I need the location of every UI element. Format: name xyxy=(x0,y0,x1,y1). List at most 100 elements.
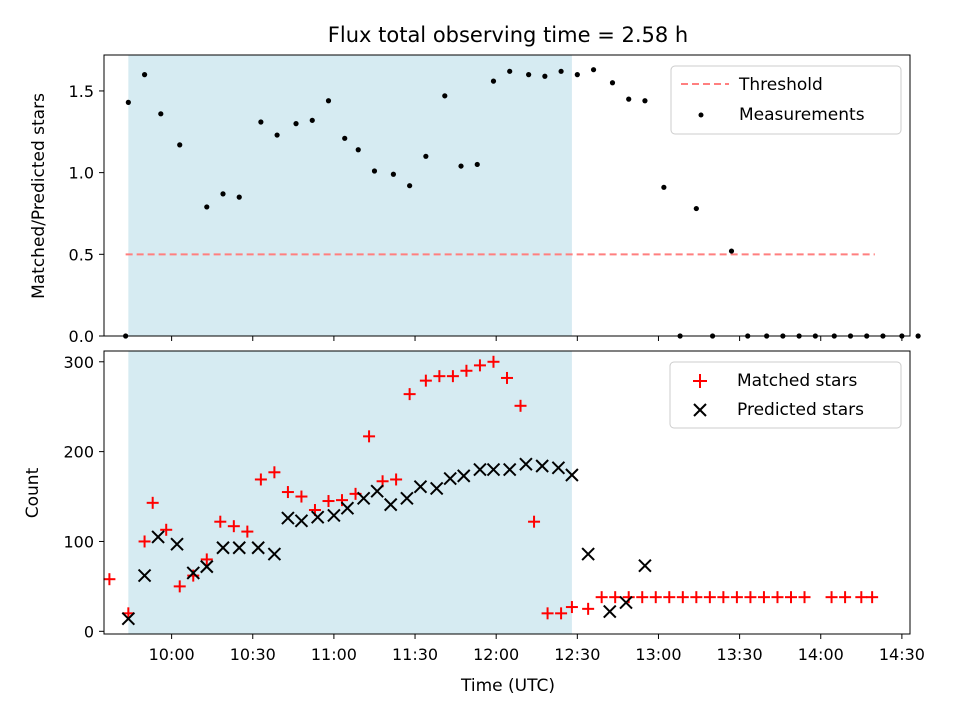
ratio-y-tick-label: 0.5 xyxy=(69,245,94,264)
count-legend-box xyxy=(669,361,902,429)
predicted-star-point xyxy=(310,510,325,524)
x-tick-label: 10:00 xyxy=(149,645,195,664)
x-tick-label: 10:30 xyxy=(230,645,276,664)
measurement-point xyxy=(728,248,735,254)
count-y-axis-label: Count xyxy=(23,467,43,518)
predicted-star-point xyxy=(400,491,414,506)
predicted-star-point xyxy=(200,559,214,574)
matched-star-point xyxy=(160,523,173,536)
measurement-point xyxy=(693,205,699,212)
x-tick-label: 12:00 xyxy=(473,645,519,664)
measurement-point xyxy=(642,98,648,104)
observing-window-shade xyxy=(128,55,572,336)
measurement-point xyxy=(574,72,580,78)
matched-star-point xyxy=(784,591,797,604)
predicted-marker-b xyxy=(519,457,533,471)
predicted-marker-b xyxy=(121,612,136,626)
legend-matched-marker xyxy=(693,374,707,388)
predicted-star-point xyxy=(356,491,371,506)
measurement-point xyxy=(609,80,616,86)
predicted-marker-b xyxy=(638,559,652,573)
x-tick-label: 14:30 xyxy=(879,645,925,664)
predicted-marker-b xyxy=(400,491,414,506)
matched-star-point xyxy=(268,466,281,479)
ratio-y-axis-label: Matched/Predicted stars xyxy=(29,93,49,299)
x-tick-label: 11:00 xyxy=(311,645,357,664)
matched-star-point xyxy=(676,591,689,604)
predicted-marker-b xyxy=(473,462,487,477)
predicted-star-point xyxy=(565,468,579,482)
predicted-marker-b xyxy=(603,604,617,619)
measurement-point xyxy=(423,153,429,159)
predicted-star-point xyxy=(170,537,184,551)
measurement-point xyxy=(293,121,299,127)
predicted-marker-b xyxy=(457,469,471,483)
predicted-marker-b xyxy=(281,511,295,525)
measurement-point xyxy=(442,93,448,99)
measurement-point xyxy=(371,168,378,174)
measurement-point xyxy=(458,163,464,169)
matched-star-point xyxy=(649,591,662,604)
matched-star-point xyxy=(744,591,757,604)
measurement-point xyxy=(558,68,564,74)
predicted-star-point xyxy=(340,501,355,515)
matched-star-point xyxy=(214,515,227,528)
predicted-marker-b xyxy=(216,541,230,555)
predicted-star-point xyxy=(232,541,246,555)
predicted-star-point xyxy=(457,469,471,483)
matched-star-point xyxy=(528,515,541,528)
matched-star-point xyxy=(200,553,213,566)
matched-star-point xyxy=(730,591,743,604)
matched-star-point xyxy=(363,430,376,443)
legend-measurements-marker xyxy=(698,112,704,118)
predicted-star-point xyxy=(251,541,265,555)
predicted-star-point xyxy=(619,595,633,610)
measurement-point xyxy=(236,194,242,200)
matched-star-point xyxy=(446,370,459,383)
predicted-star-point xyxy=(581,547,595,561)
predicted-star-point xyxy=(121,612,136,626)
measurement-point xyxy=(407,183,413,189)
predicted-marker-b xyxy=(619,595,633,610)
count-y-tick-label: 300 xyxy=(63,353,94,372)
measurement-point xyxy=(474,161,480,168)
predicted-marker-b xyxy=(486,462,501,477)
legend-threshold-label: Threshold xyxy=(738,75,823,95)
matched-star-point xyxy=(703,591,716,604)
matched-star-point xyxy=(839,591,852,604)
predicted-marker-b xyxy=(294,514,309,528)
predicted-marker-b xyxy=(551,461,566,475)
count-legend: Matched stars Predicted stars xyxy=(669,361,902,429)
matched-star-point xyxy=(403,388,416,401)
matched-star-point xyxy=(825,591,838,604)
matched-star-point xyxy=(295,490,308,503)
predicted-star-point xyxy=(486,462,501,477)
matched-star-point xyxy=(241,525,254,538)
x-tick-label: 13:30 xyxy=(717,645,763,664)
predicted-marker-b xyxy=(370,484,384,498)
predicted-star-point xyxy=(186,566,200,580)
matched-star-point xyxy=(717,591,730,604)
measurement-point xyxy=(355,147,361,153)
legend-matched-label: Matched stars xyxy=(737,371,857,391)
x-tick-label: 14:00 xyxy=(798,645,844,664)
matched-star-point xyxy=(281,486,294,499)
matched-star-point xyxy=(146,496,159,509)
predicted-marker-b xyxy=(186,566,200,580)
predicted-marker-b xyxy=(383,497,398,512)
predicted-marker-b xyxy=(200,559,214,574)
matched-star-point xyxy=(487,355,500,368)
measurement-point xyxy=(141,72,148,78)
chart-title: Flux total observing time = 2.58 h xyxy=(328,23,688,47)
measurement-point xyxy=(325,98,332,104)
matched-star-point xyxy=(555,607,568,620)
matched-star-point xyxy=(636,591,649,604)
predicted-marker-b xyxy=(137,568,152,583)
measurement-point xyxy=(526,72,532,78)
matched-star-point xyxy=(855,591,868,604)
matched-star-point xyxy=(798,591,811,604)
legend-predicted-marker xyxy=(693,403,707,417)
predicted-star-point xyxy=(137,568,152,583)
measurement-point xyxy=(390,171,397,177)
